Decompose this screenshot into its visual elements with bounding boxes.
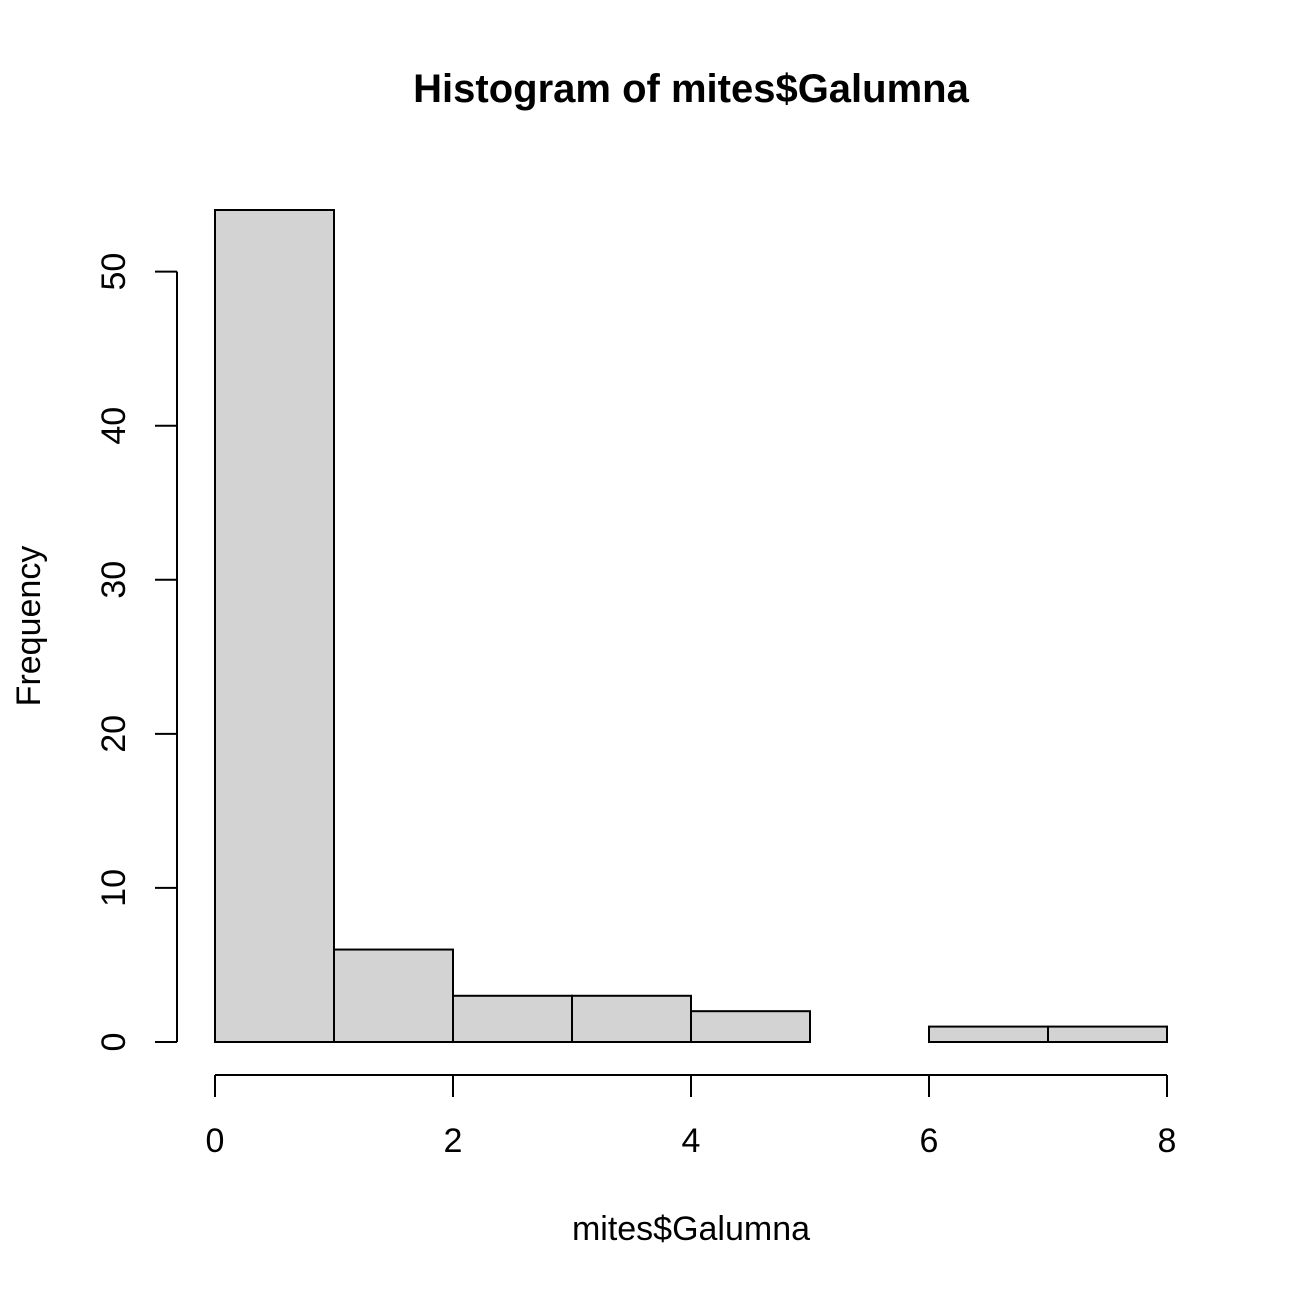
histogram-bar-3 [571,994,692,1043]
y-tick-label: 30 [95,561,133,599]
x-axis: 0 2 4 6 8 [206,1074,1177,1160]
histogram-bar-4 [690,1010,811,1043]
y-tick-label: 20 [95,715,133,753]
y-tick-label: 0 [95,1033,133,1052]
y-axis-label: Frequency [10,546,48,707]
x-tick-label: 6 [920,1122,939,1160]
y-axis: 0 10 20 30 40 50 [95,253,178,1052]
x-tick-label: 8 [1158,1122,1177,1160]
histogram-bar-7 [1047,1025,1168,1044]
histogram-bar-1 [333,948,454,1043]
x-axis-label: mites$Galumna [572,1210,810,1248]
histogram-bar-2 [452,994,573,1043]
y-tick-label: 40 [95,407,133,445]
y-tick-label: 50 [95,253,133,291]
x-tick-label: 4 [682,1122,701,1160]
histogram-bars [214,209,1168,1044]
histogram-bar-0 [214,209,335,1043]
x-tick-label: 0 [206,1122,225,1160]
x-tick-label: 2 [444,1122,463,1160]
chart-title: Histogram of mites$Galumna [413,67,969,111]
histogram-bar-6 [928,1025,1049,1044]
y-tick-label: 10 [95,869,133,907]
